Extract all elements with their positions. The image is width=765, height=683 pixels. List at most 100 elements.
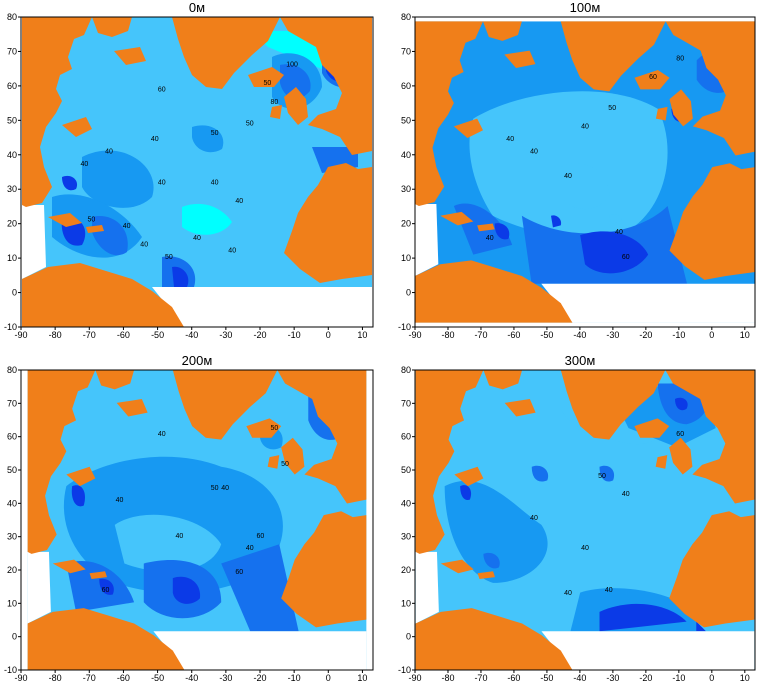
y-tick-label: 20	[401, 565, 411, 575]
contour-label: 60	[102, 587, 110, 594]
contour-label: 50	[281, 461, 289, 468]
y-tick-label: 50	[401, 115, 411, 125]
y-tick-label: 60	[7, 81, 17, 91]
y-tick-label: 50	[7, 465, 17, 475]
map-frame	[414, 369, 756, 671]
map-panel-2: 200м -90 -80 -70 -60 -50 -40 -30 -20 -10 0 10 80 70 60…	[4, 353, 374, 683]
y-tick-label: 50	[401, 465, 411, 475]
x-tick-label: -90	[408, 673, 421, 683]
y-tick-label: 40	[7, 150, 17, 160]
y-tick-label: 60	[401, 432, 411, 442]
y-tick-label: 70	[7, 46, 17, 56]
panel-title: 300м	[565, 353, 596, 368]
contour-label: 50	[211, 130, 219, 137]
contour-label: 40	[564, 590, 572, 597]
y-tick-label: 0	[12, 632, 17, 642]
contour-label: 60	[158, 86, 166, 93]
x-tick-label: -10	[672, 330, 685, 340]
y-tick-label: 70	[401, 46, 411, 56]
contour-label: 60	[676, 431, 684, 438]
y-tick-label: 30	[401, 532, 411, 542]
y-tick-label: -10	[4, 322, 17, 332]
contour-label: 100	[286, 62, 298, 69]
x-tick-label: -80	[49, 673, 62, 683]
contour-label: 40	[581, 545, 589, 552]
y-tick-label: -10	[398, 665, 411, 675]
y-tick-label: -10	[398, 322, 411, 332]
x-tick-label: -20	[254, 673, 267, 683]
y-tick-label: 0	[406, 632, 411, 642]
map-panel-0: 0м -90 -80 -70 -60 -50 -40 -30 -20 -10 0 10 80 70 60 50…	[4, 0, 374, 340]
contour-label: 40	[158, 179, 166, 186]
y-tick-label: 30	[7, 532, 17, 542]
x-tick-label: -10	[288, 673, 301, 683]
contour-label: 40	[193, 235, 201, 242]
x-tick-label: -30	[606, 330, 619, 340]
y-tick-label: 10	[7, 253, 17, 263]
x-tick-label: -10	[288, 330, 301, 340]
y-tick-label: 70	[401, 398, 411, 408]
panel-title: 0м	[189, 0, 205, 15]
contour-label: 40	[105, 148, 113, 155]
x-tick-label: -50	[540, 673, 553, 683]
y-tick-label: 20	[401, 219, 411, 229]
y-tick-label: 30	[7, 184, 17, 194]
y-tick-label: 50	[7, 115, 17, 125]
x-tick-label: -20	[639, 330, 652, 340]
x-tick-label: -30	[219, 330, 232, 340]
contour-label: 40	[530, 148, 538, 155]
contour-label: 60	[235, 569, 243, 576]
contour-label: 50	[165, 254, 173, 261]
map-panel-3: 300м -90 -80 -70 -60 -50 -40 -30 -20 -10 0 10 80 70 60…	[398, 353, 756, 683]
x-tick-label: -30	[606, 673, 619, 683]
contour-label: 50	[211, 485, 219, 492]
contour-label: 40	[564, 173, 572, 180]
contour-label: 50	[598, 473, 606, 480]
x-tick-label: 10	[740, 673, 750, 683]
x-tick-label: -70	[83, 673, 96, 683]
panel-title: 200м	[182, 353, 213, 368]
x-tick-label: -80	[441, 673, 454, 683]
x-tick-label: 0	[326, 330, 331, 340]
y-tick-label: 0	[12, 288, 17, 298]
y-tick-label: 20	[7, 219, 17, 229]
map-frame	[414, 16, 756, 328]
contour-label: 40	[615, 229, 623, 236]
contour-label: 40	[246, 545, 254, 552]
contour-label: 40	[140, 241, 148, 248]
y-tick-label: 10	[401, 598, 411, 608]
contour-label: 40	[221, 485, 229, 492]
contour-label: 40	[80, 161, 88, 168]
x-tick-label: -50	[151, 330, 164, 340]
x-tick-label: -20	[639, 673, 652, 683]
x-tick-label: 10	[357, 330, 367, 340]
contour-label: 40	[211, 179, 219, 186]
y-tick-label: 30	[401, 184, 411, 194]
contour-label: 40	[123, 223, 131, 230]
y-tick-label: 80	[401, 12, 411, 22]
x-tick-label: 10	[357, 673, 367, 683]
x-tick-label: -90	[408, 330, 421, 340]
y-tick-label: -10	[4, 665, 17, 675]
contour-label: 40	[235, 198, 243, 205]
x-tick-label: -50	[151, 673, 164, 683]
contour-label: 40	[228, 248, 236, 255]
x-tick-label: -80	[49, 330, 62, 340]
y-tick-label: 80	[401, 365, 411, 375]
x-tick-label: 0	[709, 330, 714, 340]
x-tick-label: -40	[185, 673, 198, 683]
x-tick-label: -70	[83, 330, 96, 340]
x-tick-label: 10	[740, 330, 750, 340]
contour-label: 50	[88, 217, 96, 224]
contour-label: 60	[649, 74, 657, 81]
y-tick-label: 40	[7, 498, 17, 508]
contour-label: 40	[486, 235, 494, 242]
contour-label: 50	[271, 425, 279, 432]
x-tick-label: -60	[507, 673, 520, 683]
x-tick-label: 0	[326, 673, 331, 683]
x-tick-label: -40	[573, 673, 586, 683]
contour-label: 50	[264, 80, 272, 87]
map-frame	[20, 369, 374, 671]
x-tick-label: -60	[117, 330, 130, 340]
